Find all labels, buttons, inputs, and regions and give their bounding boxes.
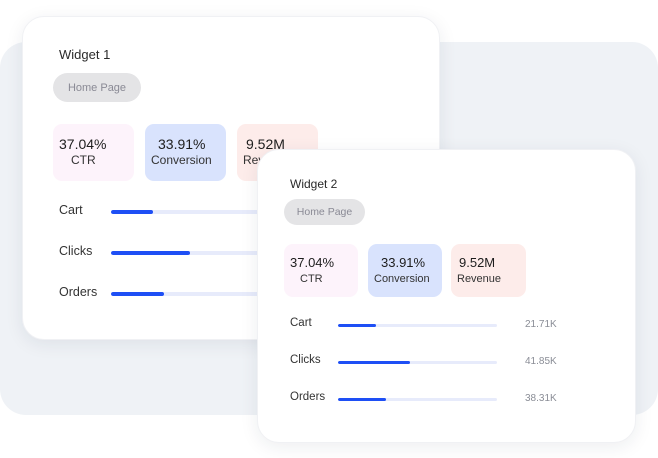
progress-fill: [111, 251, 190, 255]
metric-label-cart: Cart: [290, 317, 312, 329]
metric-label-orders: Orders: [290, 391, 326, 403]
progress-fill: [111, 210, 153, 214]
progress-fill: [338, 324, 377, 327]
page-filter-pill[interactable]: Home Page: [53, 73, 141, 102]
clicks-progress-bar: [111, 251, 286, 255]
kpi-ctr: 37.04% CTR: [53, 124, 134, 181]
kpi-conversion: 33.91% Conversion: [145, 124, 226, 181]
metric-label-clicks: Clicks: [59, 244, 93, 258]
progress-fill: [338, 398, 386, 401]
clicks-progress-bar: [338, 361, 497, 364]
cart-progress-bar: [338, 324, 497, 327]
cart-value: 21.71K: [525, 319, 557, 330]
orders-progress-bar: [111, 292, 286, 296]
kpi-conversion: 33.91% Conversion: [368, 244, 442, 297]
metric-label-clicks: Clicks: [290, 354, 321, 366]
page-filter-pill[interactable]: Home Page: [284, 199, 365, 225]
cart-progress-bar: [111, 210, 286, 214]
widget-title: Widget 2: [290, 177, 338, 191]
clicks-value: 41.85K: [525, 356, 557, 367]
metric-label-orders: Orders: [59, 285, 98, 299]
orders-value: 38.31K: [525, 393, 557, 404]
kpi-ctr: 37.04% CTR: [284, 244, 358, 297]
orders-progress-bar: [338, 398, 497, 401]
metric-label-cart: Cart: [59, 203, 83, 217]
widget-title: Widget 1: [59, 47, 111, 62]
progress-fill: [338, 361, 410, 364]
progress-fill: [111, 292, 164, 296]
widget-2-card: Widget 2 Home Page 37.04% CTR 33.91% Conve…: [257, 149, 636, 443]
